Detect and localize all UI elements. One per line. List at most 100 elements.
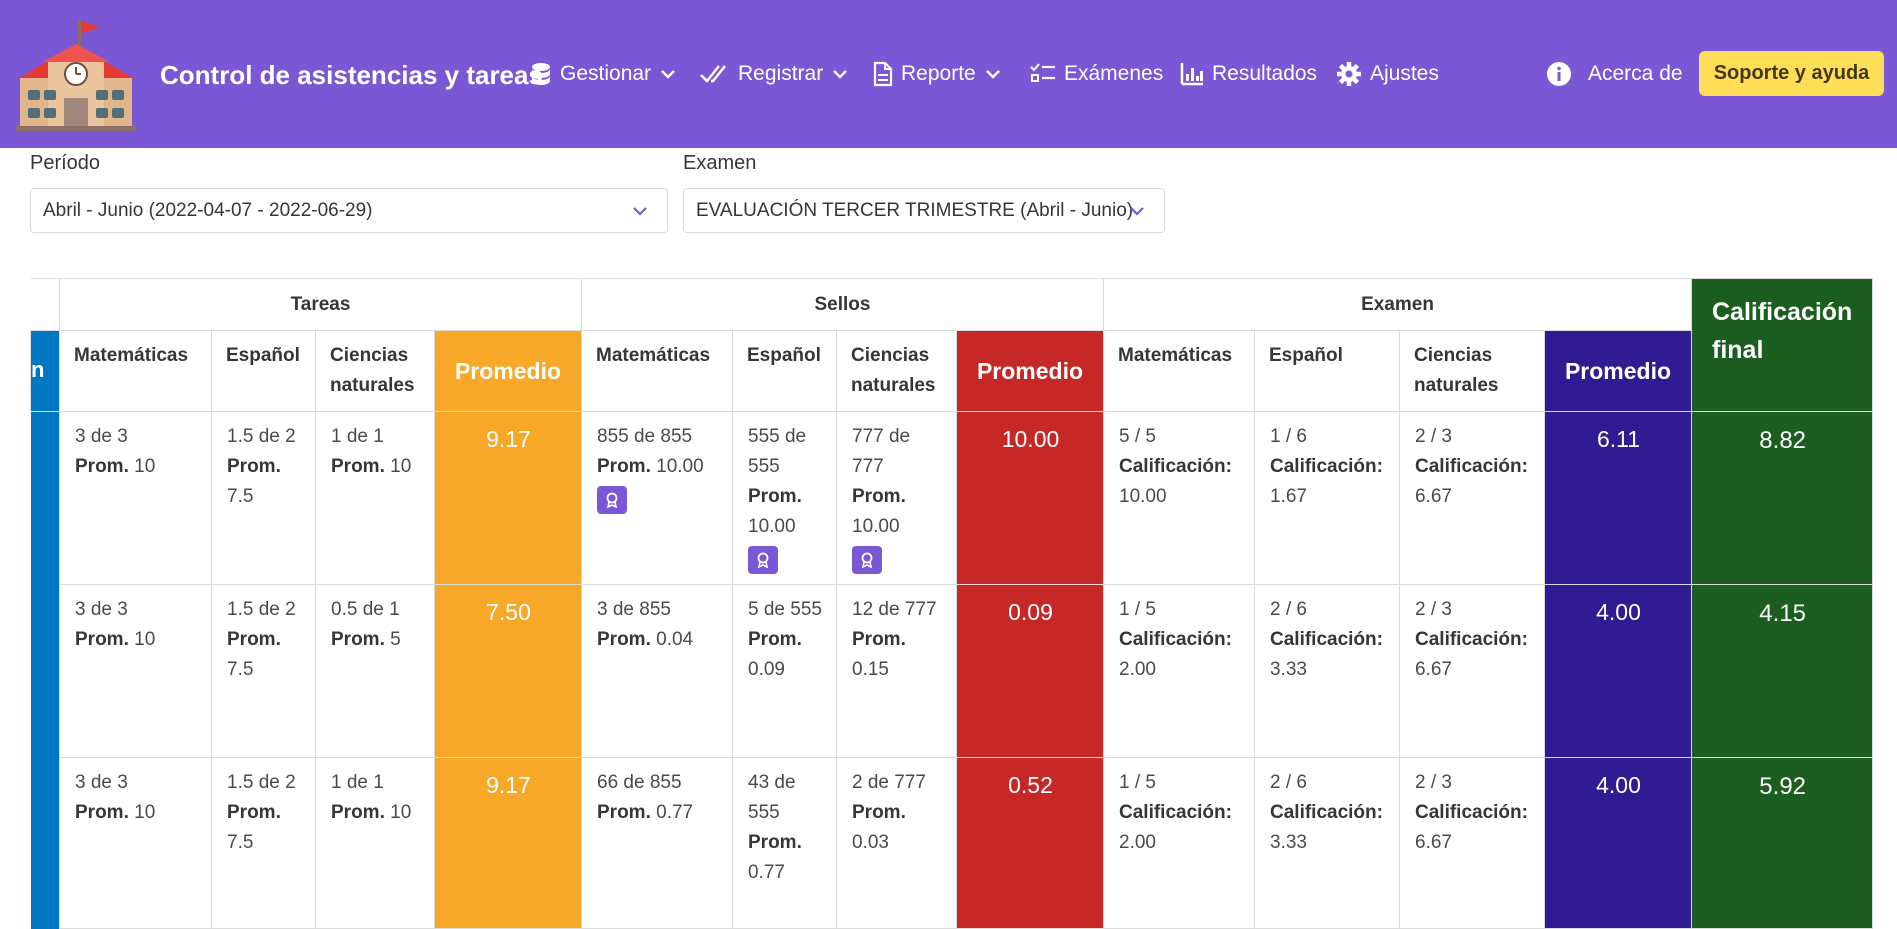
sellos-average-cell: 0.09 — [956, 584, 1104, 758]
cell-value: 2 / 3 — [1415, 599, 1452, 620]
gear-icon — [1337, 62, 1361, 86]
chevron-down-icon — [833, 70, 848, 79]
cell-average: Prom. 10 — [75, 798, 197, 828]
tareas-cell: 0.5 de 1 Prom. 5 — [315, 584, 435, 758]
double-check-icon — [700, 65, 726, 83]
nav-acerca[interactable]: Acerca de — [1546, 56, 1683, 92]
prom-label: Prom. — [227, 456, 281, 477]
examen-cell: 2 / 6 Calificación: 3.33 — [1254, 584, 1400, 758]
prom-value: 7.5 — [227, 659, 254, 680]
cell-value: 12 de 777 — [852, 599, 937, 620]
prom-label: Prom. — [331, 629, 385, 650]
table-row: 3 de 3 Prom. 10 1.5 de 2 Prom. 7.5 1 de 1 Pro… — [30, 757, 1874, 929]
exam-select[interactable]: EVALUACIÓN TERCER TRIMESTRE (Abril - Jun… — [683, 188, 1165, 233]
calificacion-value: 10.00 — [1119, 486, 1167, 507]
cell-value: 2 / 3 — [1415, 772, 1452, 793]
cell-value: 1 de 1 — [331, 426, 384, 447]
cell-value: 0.5 de 1 — [331, 599, 400, 620]
cell-value: 1.5 de 2 — [227, 599, 296, 620]
nav-gestionar[interactable]: Gestionar — [530, 56, 677, 92]
cell-value: 2 / 6 — [1270, 772, 1307, 793]
period-select[interactable]: Abril - Junio (2022-04-07 - 2022-06-29) — [30, 188, 668, 233]
tareas-cell: 3 de 3 Prom. 10 — [59, 411, 212, 585]
cell-average: Prom. 0.77 — [748, 828, 822, 888]
prom-value: 0.03 — [852, 832, 889, 853]
cell-average: Prom. 5 — [331, 625, 420, 655]
cell-value: 3 de 3 — [75, 426, 128, 447]
nav-reporte[interactable]: Reporte — [873, 56, 1002, 92]
cell-average: Prom. 7.5 — [227, 798, 301, 858]
subject-header: Matemáticas — [1103, 330, 1255, 412]
prom-label: Prom. — [852, 802, 906, 823]
cell-value: 2 de 777 — [852, 772, 926, 793]
prom-value: 10 — [134, 456, 156, 477]
sellos-cell: 66 de 855 Prom. 0.77 — [581, 757, 733, 929]
average-header: Promedio — [956, 330, 1104, 412]
nav-registrar[interactable]: Registrar — [700, 56, 849, 92]
prom-value: 0.09 — [748, 659, 785, 680]
cell-average: Prom. 10.00 — [597, 452, 718, 482]
sellos-cell: 43 de 555 Prom. 0.77 — [732, 757, 837, 929]
subject-header: Español — [732, 330, 837, 412]
prom-value: 10.00 — [748, 516, 796, 537]
sellos-cell: 555 de 555 Prom. 10.00 — [732, 411, 837, 585]
final-grade-cell: 8.82 — [1690, 411, 1874, 585]
prom-value: 0.77 — [656, 802, 694, 823]
calificacion-value: 2.00 — [1119, 832, 1156, 853]
sellos-average-cell: 0.52 — [956, 757, 1104, 929]
examen-average-cell: 6.11 — [1544, 411, 1692, 585]
prom-label: Prom. — [75, 456, 129, 477]
cell-value: 5 / 5 — [1119, 426, 1156, 447]
group-header-examen: Examen — [1103, 278, 1692, 331]
side-column-cell — [30, 411, 60, 585]
sellos-cell: 777 de 777 Prom. 10.00 — [836, 411, 957, 585]
cell-average: Prom. 0.15 — [852, 625, 942, 685]
average-header: Promedio — [1544, 330, 1692, 412]
prom-label: Prom. — [227, 802, 281, 823]
table-row: 3 de 3 Prom. 10 1.5 de 2 Prom. 7.5 1 de 1 Pro… — [30, 411, 1874, 585]
nav-ajustes[interactable]: Ajustes — [1336, 56, 1439, 92]
app-title[interactable]: Control de asistencias y tareas — [160, 60, 543, 90]
calificacion-value: 6.67 — [1415, 486, 1452, 507]
nav-examenes[interactable]: Exámenes — [1030, 56, 1163, 92]
calificacion-value: 6.67 — [1415, 659, 1452, 680]
nav-label: Reporte — [901, 62, 976, 85]
school-logo[interactable] — [12, 18, 140, 134]
calificacion-label: Calificación: — [1119, 456, 1232, 477]
examen-average-cell: 4.00 — [1544, 584, 1692, 758]
subject-header: Matemáticas — [59, 330, 212, 412]
subject-header: Español — [1254, 330, 1400, 412]
award-icon — [861, 552, 873, 568]
nav-resultados[interactable]: Resultados — [1180, 56, 1317, 92]
support-button[interactable]: Soporte y ayuda — [1699, 51, 1884, 96]
cell-value: 1 / 6 — [1270, 426, 1307, 447]
prom-value: 7.5 — [227, 832, 254, 853]
final-grade-cell: 5.92 — [1690, 757, 1874, 929]
calificacion-label: Calificación: — [1270, 456, 1383, 477]
prom-label: Prom. — [75, 629, 129, 650]
prom-value: 0.15 — [852, 659, 889, 680]
award-badge[interactable] — [852, 546, 882, 574]
tareas-average-cell: 9.17 — [434, 757, 582, 929]
award-badge[interactable] — [748, 546, 778, 574]
calificacion-value: 3.33 — [1270, 659, 1307, 680]
examen-cell: 2 / 6 Calificación: 3.33 — [1254, 757, 1400, 929]
examen-average-cell: 4.00 — [1544, 757, 1692, 929]
calificacion-label: Calificación: — [1270, 629, 1383, 650]
award-badge[interactable] — [597, 486, 627, 514]
navbar: Control de asistencias y tareas Gestiona… — [0, 0, 1897, 148]
cell-value: 855 de 855 — [597, 426, 693, 447]
chevron-down-icon — [985, 70, 1000, 79]
cell-average: Prom. 10 — [331, 452, 420, 482]
exam-label: Examen — [683, 152, 757, 174]
cell-value: 3 de 3 — [75, 599, 128, 620]
cell-value: 3 de 3 — [75, 772, 128, 793]
prom-value: 10.00 — [852, 516, 900, 537]
prom-value: 10 — [390, 802, 412, 823]
nav-label: Resultados — [1212, 62, 1318, 85]
tareas-cell: 1.5 de 2 Prom. 7.5 — [211, 584, 316, 758]
nav-label: Acerca de — [1588, 62, 1683, 85]
cell-value: 1.5 de 2 — [227, 772, 296, 793]
prom-label: Prom. — [227, 629, 281, 650]
calificacion-value: 1.67 — [1270, 486, 1307, 507]
